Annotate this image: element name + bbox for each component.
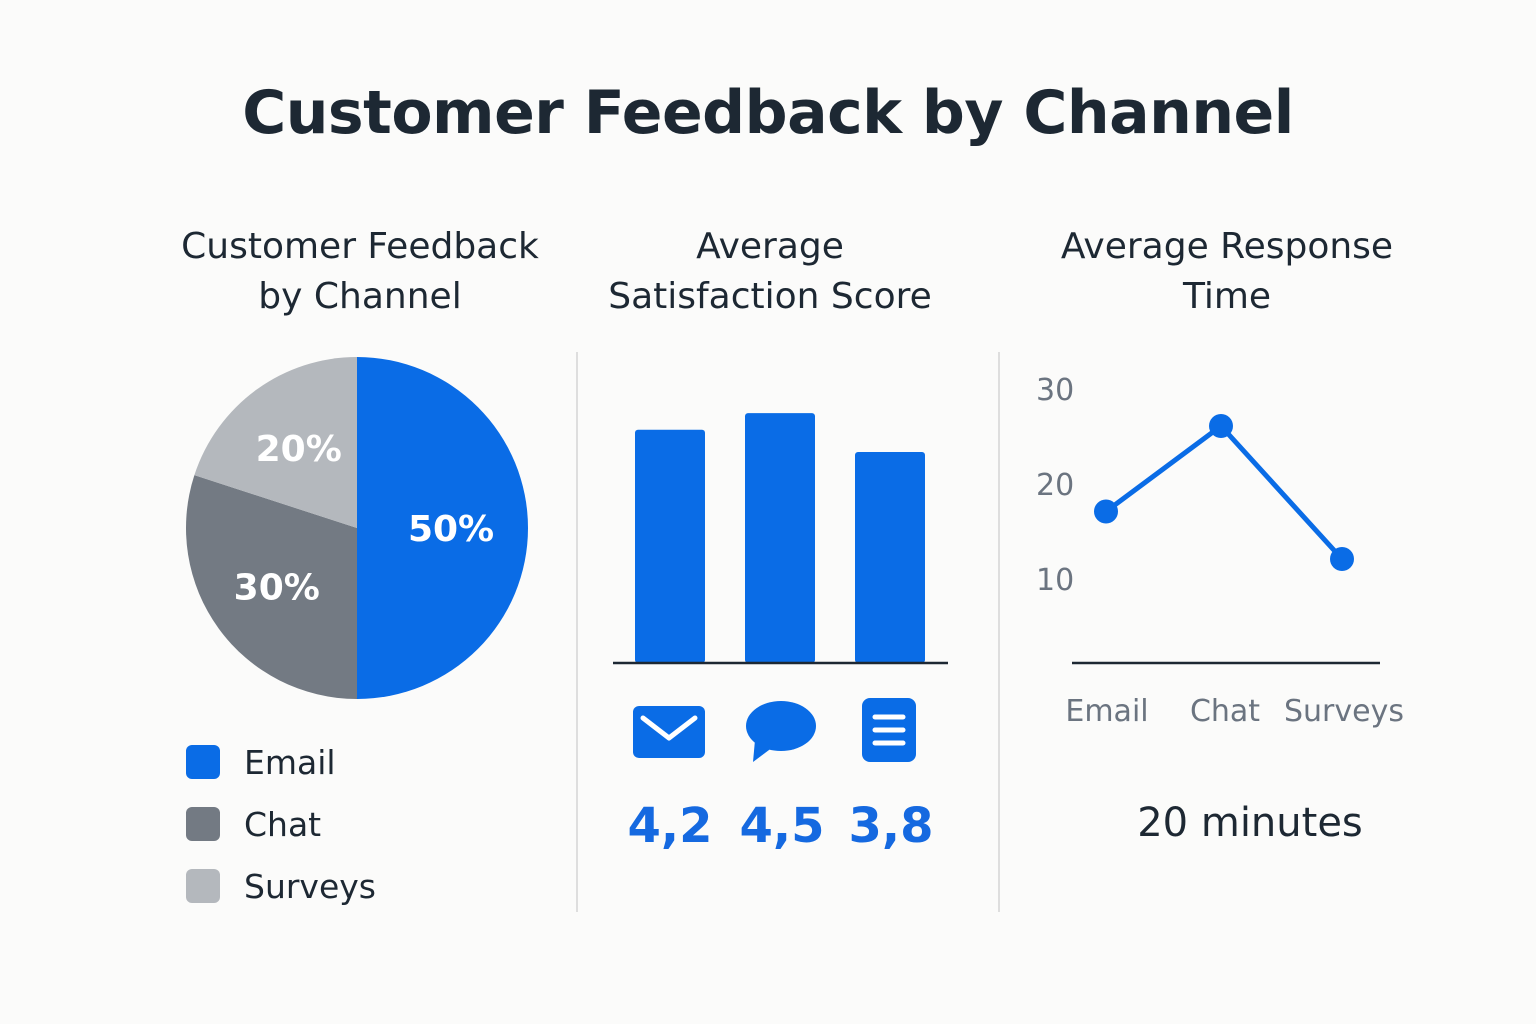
bar-chat [745,413,815,663]
y-tick-10: 10 [1036,563,1074,598]
bar-title-line-1: Average [696,226,844,267]
pie-label-chat: 30% [234,567,320,608]
legend-label-chat: Chat [244,804,322,844]
pie-title-line-1: Customer Feedback [181,226,539,267]
x-tick-chat: Chat [1190,694,1260,729]
legend-swatch-surveys [186,869,220,903]
legend-item-surveys: Surveys [186,862,376,910]
line-chart-title: Average Response Time [1020,222,1434,322]
pie-label-surveys: 20% [256,429,342,470]
response-time-summary: 20 minutes [1137,800,1363,846]
line-point-email [1094,499,1118,524]
legend-label-surveys: Surveys [244,866,376,906]
pie-label-email: 50% [408,509,494,550]
x-tick-email: Email [1065,694,1148,729]
divider-right [998,352,1000,912]
line-title-line-2: Time [1182,276,1272,317]
pie-chart-title: Customer Feedback by Channel [140,222,580,322]
document-icon [862,698,916,762]
line-point-chat [1209,414,1233,438]
envelope-icon [633,706,705,758]
y-tick-30: 30 [1036,373,1074,408]
pie-title-line-2: by Channel [258,276,462,317]
score-email: 4,2 [627,798,713,854]
score-surveys: 3,8 [848,798,934,854]
pie-slice-chat [185,475,357,699]
pie-slice-surveys [194,357,357,528]
legend-item-email: Email [186,738,376,786]
bar-surveys [855,451,925,663]
line-point-surveys [1330,547,1354,571]
main-title: Customer Feedback by Channel [242,78,1294,148]
bar-title-line-2: Satisfaction Score [608,276,932,317]
y-tick-20: 20 [1036,468,1074,503]
score-chat: 4,5 [739,798,825,854]
legend-item-chat: Chat [186,800,376,848]
bar-email [635,429,705,663]
bar-chart-title: Average Satisfaction Score [580,222,960,322]
chat-bubble-icon [746,701,816,762]
legend-swatch-email [186,745,220,779]
legend-swatch-chat [186,807,220,841]
legend-label-email: Email [244,742,336,782]
divider-left [576,352,578,912]
line-title-line-1: Average Response [1060,226,1394,267]
x-tick-surveys: Surveys [1284,694,1404,729]
pie-legend: Email Chat Surveys [186,738,376,924]
pie-slice-email [357,357,528,699]
response-time-line [1103,423,1345,562]
